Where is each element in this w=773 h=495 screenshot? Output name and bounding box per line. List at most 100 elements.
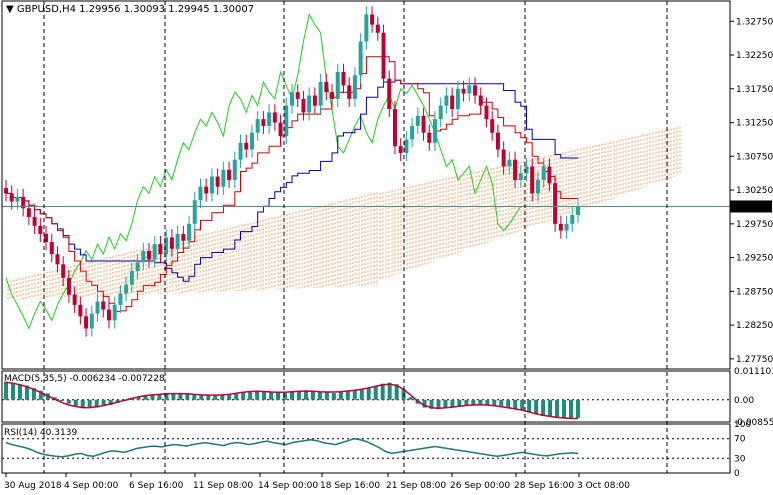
- candle-body: [4, 188, 8, 194]
- candle-body: [129, 271, 134, 285]
- rsi-axis-label: 0: [734, 469, 740, 479]
- macd-bar: [485, 399, 490, 405]
- macd-bar: [227, 394, 232, 400]
- candle-body: [301, 98, 306, 113]
- candle-body: [278, 122, 283, 137]
- macd-bar: [192, 394, 197, 400]
- candle-body: [358, 41, 363, 76]
- candle-body: [324, 82, 329, 93]
- main-frame: [1, 0, 731, 370]
- macd-bar: [296, 390, 301, 400]
- macd-bar: [373, 385, 378, 400]
- macd-bar: [527, 399, 532, 413]
- macd-bar: [220, 395, 225, 400]
- chart-header: ▼ GBPUSD,H4 1.29956 1.30093 1.29945 1.30…: [6, 4, 254, 15]
- rsi-axis-label: 100: [734, 420, 751, 430]
- candle-body: [49, 242, 54, 255]
- candle-body: [352, 75, 357, 99]
- symbol-label: GBPUSD,H4: [16, 4, 76, 15]
- macd-bar: [576, 399, 580, 418]
- macd-bar: [255, 390, 260, 400]
- candle-body: [318, 82, 323, 106]
- candle-body: [204, 186, 209, 194]
- candle-body: [164, 237, 169, 255]
- candle-body: [295, 92, 300, 99]
- candle-body: [284, 105, 289, 137]
- macd-bar: [457, 399, 462, 407]
- main-price-panel[interactable]: [2, 6, 730, 337]
- candle-body: [553, 183, 558, 224]
- candle-body: [38, 225, 43, 234]
- candle-body: [541, 166, 546, 180]
- candle-body: [232, 159, 237, 180]
- candle-body: [473, 85, 478, 96]
- macd-bar: [324, 392, 329, 400]
- current-price-box: [730, 200, 772, 213]
- time-tick-label: 21 Sep 08:00: [386, 481, 446, 491]
- candle-body: [106, 309, 111, 321]
- candle-body: [370, 14, 375, 25]
- macd-bar: [143, 395, 148, 400]
- candle-body: [272, 112, 277, 123]
- price-tick-label: 1.29250: [736, 254, 773, 264]
- macd-bar: [394, 384, 399, 400]
- candle-body: [576, 206, 580, 216]
- time-tick-label: 30 Aug 2018: [4, 481, 62, 491]
- candle-body: [461, 88, 466, 94]
- macd-bar: [206, 395, 211, 400]
- candle-body: [175, 233, 180, 249]
- macd-bar: [429, 399, 434, 409]
- macd-bar: [108, 399, 113, 405]
- macd-bar: [66, 399, 71, 404]
- candle-body: [261, 119, 266, 126]
- macd-bar: [164, 393, 169, 400]
- macd-bar: [276, 392, 281, 400]
- candle-body: [44, 233, 49, 243]
- macd-bar: [310, 390, 315, 400]
- price-tick-label: 1.31750: [736, 85, 773, 95]
- candle-body: [381, 32, 386, 79]
- macd-bar: [548, 399, 553, 417]
- dropdown-arrow-icon[interactable]: ▼: [6, 4, 14, 15]
- macd-bar: [562, 399, 567, 419]
- candle-body: [147, 250, 151, 260]
- candle-body: [513, 159, 518, 180]
- candle-body: [421, 115, 426, 133]
- candle-body: [152, 244, 157, 260]
- candle-body: [95, 301, 100, 314]
- candle-body: [410, 125, 415, 140]
- macd-panel[interactable]: [2, 381, 730, 420]
- candle-body: [192, 200, 197, 224]
- macd-bar: [520, 399, 525, 411]
- candle-body: [387, 78, 392, 110]
- macd-bar: [31, 388, 36, 400]
- candle-body: [244, 142, 249, 150]
- candle-body: [444, 95, 449, 106]
- macd-bar: [248, 390, 253, 400]
- price-tick-label: 1.32750: [736, 17, 773, 27]
- candle-body: [478, 95, 483, 106]
- candle-body: [501, 149, 506, 167]
- candle-body: [158, 244, 163, 255]
- candle-body: [198, 186, 203, 201]
- candle-body: [238, 142, 243, 160]
- price-tick-label: 1.28750: [736, 287, 773, 297]
- price-tick-label: 1.28250: [736, 321, 773, 331]
- candle-body: [112, 304, 117, 321]
- macd-bar: [269, 392, 274, 400]
- macd-bar: [569, 399, 574, 419]
- macd-bar: [506, 399, 511, 408]
- candle-body: [404, 139, 409, 153]
- macd-axis-label: -0.008559: [734, 418, 773, 428]
- rsi-panel[interactable]: [2, 437, 730, 459]
- rsi-line: [5, 437, 579, 458]
- candle-body: [347, 85, 352, 99]
- candle-body: [89, 313, 94, 329]
- time-tick-label: 3 Oct 08:00: [577, 481, 630, 491]
- macd-bar: [345, 390, 350, 400]
- candle-body: [181, 233, 186, 241]
- candle-body: [9, 193, 14, 202]
- candle-body: [398, 146, 403, 153]
